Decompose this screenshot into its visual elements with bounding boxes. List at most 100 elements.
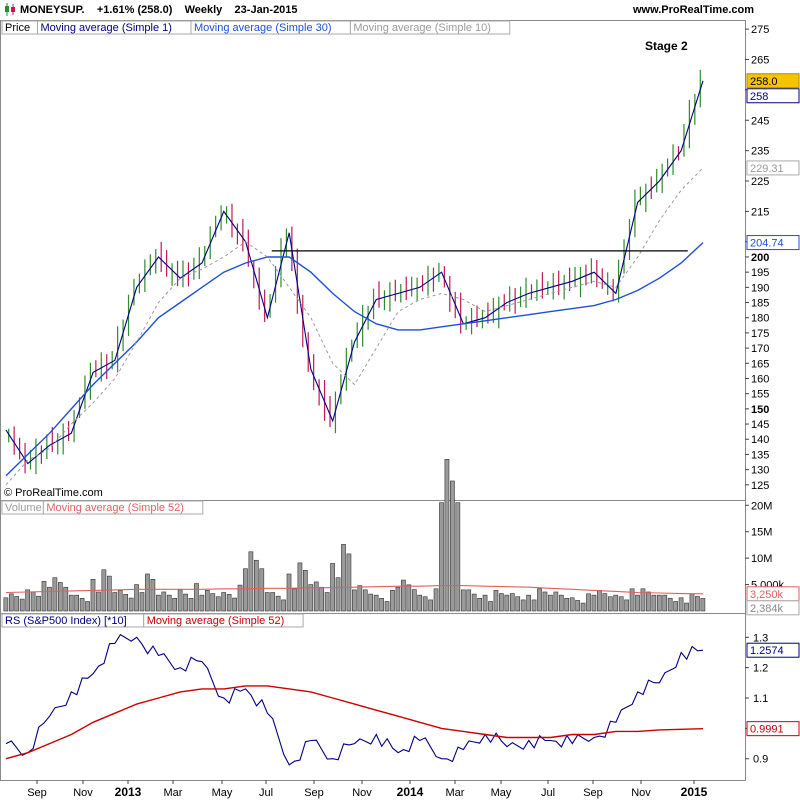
x-tick-label: Jul xyxy=(541,787,555,799)
volume-bar xyxy=(3,597,9,612)
price-bars xyxy=(8,69,701,475)
volume-bar xyxy=(264,592,270,612)
volume-bar xyxy=(667,598,673,612)
legend-item-box xyxy=(143,613,304,628)
volume-bar xyxy=(548,594,553,612)
volume-bars xyxy=(3,458,706,612)
rs-legend-item-0: RS (S&P500 Index) [*10] xyxy=(5,615,127,627)
price-tick-label: 275 xyxy=(751,24,769,36)
volume-bar xyxy=(390,590,395,612)
price-tick-label: 170 xyxy=(751,343,769,355)
volume-bar xyxy=(362,589,368,612)
site-label[interactable]: www.ProRealTime.com xyxy=(632,4,754,16)
volume-bar xyxy=(586,593,591,612)
volume-bar xyxy=(700,598,706,612)
price-tick-label: 235 xyxy=(751,146,769,158)
candlestick-icon xyxy=(5,3,15,16)
volume-bar xyxy=(384,601,390,612)
volume-bar xyxy=(580,602,586,612)
volume-bar xyxy=(379,598,384,612)
volume-bar xyxy=(123,594,129,612)
x-tick-label: 2014 xyxy=(397,785,424,799)
x-tick-label: Sep xyxy=(27,787,47,799)
ma30-value-badge: 204.74 xyxy=(746,235,800,251)
price-tick-label: 165 xyxy=(751,358,769,370)
ma10-value-badge-box xyxy=(746,160,800,176)
volume-ma-badge: 3,250k xyxy=(746,586,800,602)
price-tick-label: 245 xyxy=(751,115,769,127)
volume-bar xyxy=(558,594,564,612)
volume-bar xyxy=(41,581,47,612)
volume-bar xyxy=(411,589,417,612)
volume-bar xyxy=(629,588,635,612)
volume-bar xyxy=(52,577,58,612)
volume-bar xyxy=(259,568,265,612)
volume-bar xyxy=(684,602,689,612)
volume-bar xyxy=(526,594,531,612)
volume-legend: Volume Moving average (Simple 52) xyxy=(1,500,204,515)
volume-bar xyxy=(313,581,319,612)
copyright-label: © ProRealTime.com xyxy=(4,487,103,499)
volume-ma-line xyxy=(5,585,704,595)
price-tick-label: 150 xyxy=(751,404,769,416)
chart-title: MONEYSUP. +1.61% (258.0) Weekly 23-Jan-2… xyxy=(20,4,298,16)
volume-bar xyxy=(678,597,684,612)
price-legend: Price Moving average (Simple 1) Moving ave… xyxy=(1,20,511,35)
legend-item-box xyxy=(42,500,204,515)
volume-bar xyxy=(270,592,276,612)
stage-annotation: Stage 2 xyxy=(645,39,688,53)
rs-ma-badge-label: 0.9991 xyxy=(750,724,784,736)
price-tick-label: 130 xyxy=(751,465,769,477)
volume-bar xyxy=(662,594,668,612)
price-tick-label: 225 xyxy=(751,176,769,188)
x-tick-label: May xyxy=(212,787,233,799)
legend-item-2: Moving average (Simple 30) xyxy=(194,22,332,34)
ma30-value-badge-label: 204.74 xyxy=(750,238,784,250)
volume-bar xyxy=(134,584,139,612)
ma1-value-badge-label: 258 xyxy=(750,91,768,103)
volume-bar xyxy=(499,593,504,612)
rs-value-badge-box xyxy=(746,642,800,658)
volume-bar xyxy=(460,589,466,612)
volume-bar xyxy=(188,598,194,612)
volume-bar xyxy=(139,592,145,612)
volume-bar xyxy=(575,600,580,612)
volume-bar xyxy=(444,458,450,612)
volume-bar xyxy=(450,480,455,612)
volume-bar xyxy=(30,591,36,612)
volume-bar xyxy=(68,594,74,612)
volume-bar xyxy=(564,598,570,612)
volume-bar xyxy=(199,594,205,612)
volume-bar xyxy=(482,594,488,612)
volume-bar xyxy=(166,594,172,612)
volume-bar xyxy=(417,594,423,612)
rs-value-badge-label: 1.2574 xyxy=(750,645,784,657)
chart-header: MONEYSUP. +1.61% (258.0) Weekly 23-Jan-2… xyxy=(0,0,800,20)
ma10-value-badge: 229.31 xyxy=(746,160,800,176)
volume-bar xyxy=(281,599,286,612)
volume-bar xyxy=(25,589,30,612)
legend-item-1: Moving average (Simple 1) xyxy=(41,22,172,34)
rs-tick-label: 1.3 xyxy=(753,632,768,644)
price-panel xyxy=(0,20,746,501)
volume-bar xyxy=(689,593,695,612)
volume-bar xyxy=(373,594,379,612)
rs-ma-badge-box xyxy=(746,721,800,737)
ma10-value-badge-label: 229.31 xyxy=(750,163,784,175)
volume-bar xyxy=(117,590,123,612)
volume-bar xyxy=(466,589,472,612)
volume-bar xyxy=(8,593,14,612)
ma10-line xyxy=(5,167,704,486)
volume-bar xyxy=(504,594,510,612)
price-tick-label: 190 xyxy=(751,282,769,294)
ma30-line xyxy=(5,242,704,477)
ma1-value-badge-box xyxy=(746,88,800,104)
ma1-line xyxy=(5,80,704,465)
volume-ma-badge-label: 3,250k xyxy=(750,589,784,601)
volume-last-badge: 2,384k xyxy=(746,600,800,616)
rs-tick-label: 1.1 xyxy=(753,693,768,705)
volume-bar xyxy=(47,586,52,612)
volume-bar xyxy=(210,593,216,612)
price-tick-label: 195 xyxy=(751,267,769,279)
